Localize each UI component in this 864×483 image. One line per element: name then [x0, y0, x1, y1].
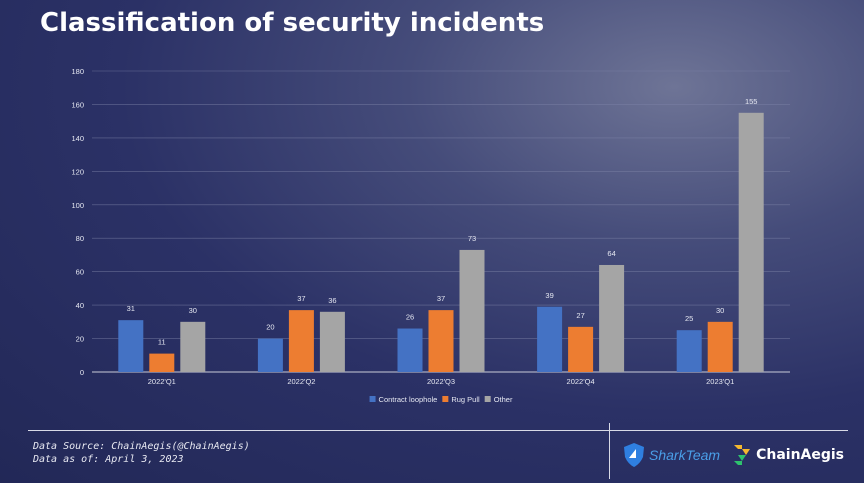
data-label: 37 [437, 294, 445, 303]
bar [599, 264, 625, 372]
data-label: 25 [685, 314, 693, 323]
y-tick-label: 180 [71, 67, 84, 76]
y-tick-label: 40 [76, 301, 84, 310]
legend-swatch [369, 396, 376, 402]
bar-chart: 0 20 40 60 80 100 120 140 160 180 31 11 30 2022'Q1 20 3… [71, 67, 790, 404]
sharkteam-logo: SharkTeam [622, 442, 720, 468]
x-tick-label: 2023'Q1 [706, 377, 734, 386]
legend-label: Other [494, 395, 513, 404]
data-label: 30 [189, 306, 197, 315]
legend-swatch [484, 396, 491, 402]
data-label: 30 [716, 306, 724, 315]
bar [397, 328, 423, 372]
x-tick-label: 2022'Q4 [567, 377, 595, 386]
x-tick-label: 2022'Q2 [287, 377, 315, 386]
y-tick-label: 80 [76, 234, 84, 243]
sharkteam-label: SharkTeam [649, 447, 721, 463]
data-label: 31 [127, 304, 135, 313]
divider-vertical [609, 423, 610, 479]
bar [288, 310, 314, 372]
y-tick-label: 140 [71, 134, 84, 143]
data-label: 155 [745, 97, 758, 106]
bar [149, 353, 175, 372]
data-label: 20 [266, 323, 274, 332]
bar [537, 306, 563, 372]
data-label: 27 [576, 311, 584, 320]
data-label: 26 [406, 313, 414, 322]
chainaegis-label: ChainAegis [756, 447, 845, 463]
legend-label: Rug Pull [451, 395, 480, 404]
y-tick-label: 100 [71, 201, 84, 210]
bar [257, 338, 283, 372]
chainaegis-logo: ChainAegis [732, 443, 844, 467]
bar [180, 321, 206, 372]
data-source-line: Data Source: ChainAegis(@ChainAegis) [33, 441, 250, 452]
data-source: Data Source: ChainAegis(@ChainAegis) Dat… [33, 440, 250, 466]
legend-swatch [442, 396, 449, 402]
bar [568, 326, 594, 372]
shield-icon [624, 443, 644, 467]
x-tick-label: 2022'Q1 [148, 377, 176, 386]
data-label: 37 [297, 294, 305, 303]
x-tick-label: 2022'Q3 [427, 377, 455, 386]
bar [319, 311, 345, 372]
data-label: 64 [607, 249, 615, 258]
y-tick-label: 0 [80, 368, 84, 377]
data-date-line: Data as of: April 3, 2023 [33, 454, 184, 465]
divider-horizontal [28, 430, 848, 431]
bar [118, 320, 144, 372]
data-label: 36 [328, 296, 336, 305]
y-tick-label: 60 [76, 268, 84, 277]
bar [676, 330, 702, 372]
page-title: Classification of security incidents [40, 8, 545, 38]
data-label: 39 [545, 291, 553, 300]
chainaegis-mark-icon [734, 445, 751, 465]
y-tick-label: 20 [76, 335, 84, 344]
bar [428, 310, 454, 372]
y-tick-label: 160 [71, 100, 84, 109]
bar [459, 249, 485, 372]
data-label: 73 [468, 234, 476, 243]
y-tick-label: 120 [71, 167, 84, 176]
logos: SharkTeam ChainAegis [622, 439, 844, 471]
bar [707, 321, 733, 372]
data-label: 11 [158, 338, 166, 347]
bar [738, 112, 764, 373]
legend-label: Contract loophole [379, 395, 438, 404]
